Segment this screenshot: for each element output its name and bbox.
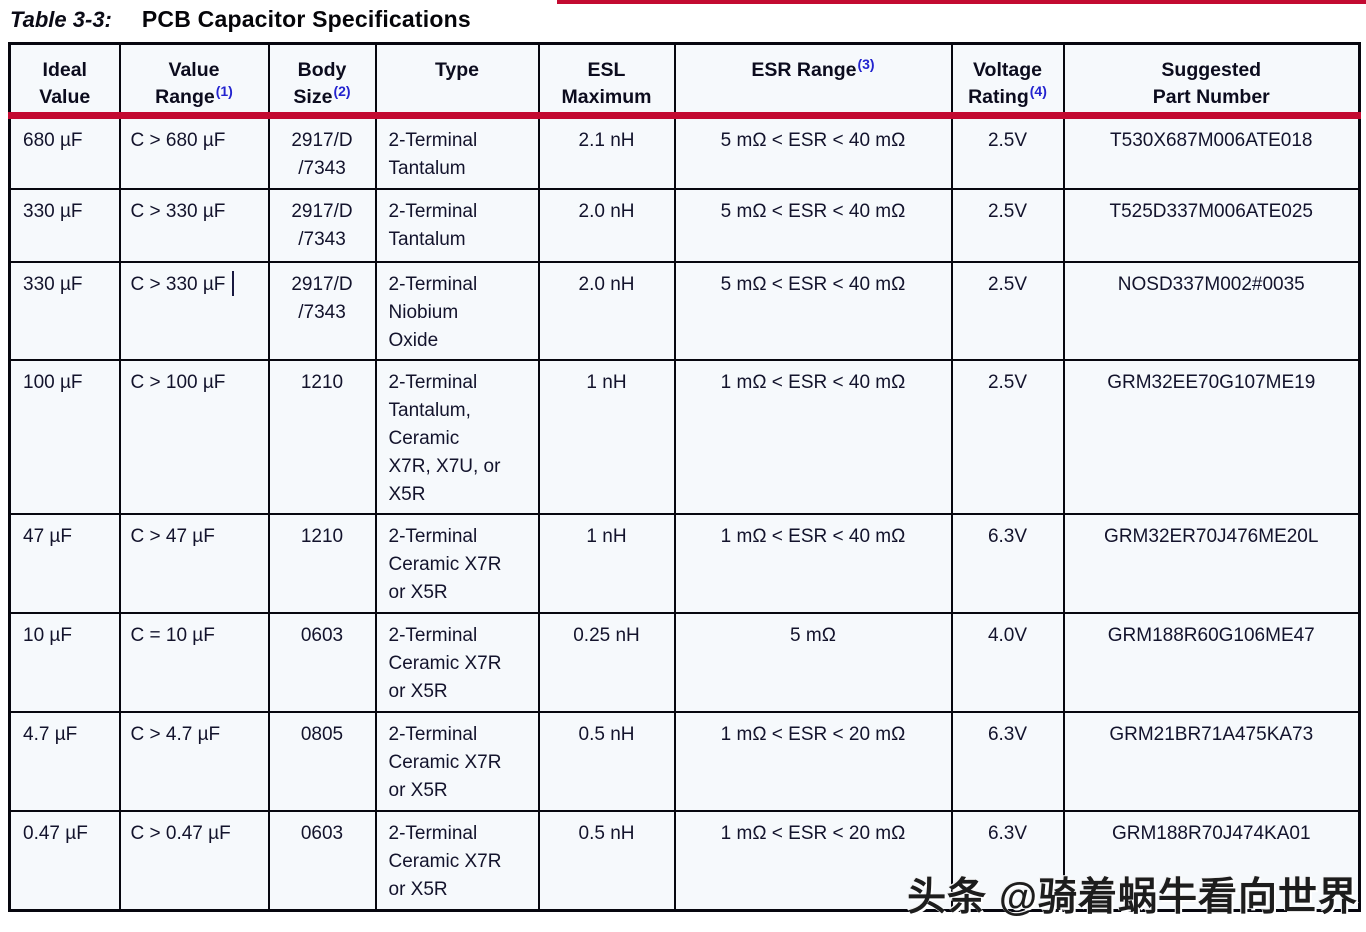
table-row: 0.47 µF C > 0.47 µF 0603 2-Terminal Ceramic… xyxy=(8,809,1361,912)
cell-voltage-rating: 2.5V xyxy=(950,260,1065,361)
cell-suggested-part-number: GRM21BR71A475KA73 xyxy=(1062,710,1361,812)
cell-esl-maximum: 0.5 nH xyxy=(537,809,676,912)
cell-type: 2-Terminal Tantalum xyxy=(374,114,540,190)
cell-body-size: 2917/D /7343 xyxy=(267,260,377,361)
cell-suggested-part-number: NOSD337M002#0035 xyxy=(1062,260,1361,361)
cell-body-size: 0805 xyxy=(267,710,377,812)
cell-esr-range: 1 mΩ < ESR < 20 mΩ xyxy=(673,710,953,812)
footnote-ref-icon: (3) xyxy=(857,55,875,72)
cell-suggested-part-number: T530X687M006ATE018 xyxy=(1062,114,1361,190)
table-row: 330 µF C > 330 µF 2917/D /7343 2-Terminal T… xyxy=(8,187,1361,263)
table-header-row: Ideal Value Value Range(1) Body Size(2) Type ES… xyxy=(8,42,1361,119)
cell-esl-maximum: 2.1 nH xyxy=(537,114,676,190)
column-header-esr-range: ESR Range(3) xyxy=(673,42,953,119)
cell-esr-range: 1 mΩ < ESR < 40 mΩ xyxy=(673,358,953,515)
cell-value-range: C > 330 µF xyxy=(118,260,270,361)
cell-ideal-value: 100 µF xyxy=(8,358,121,515)
cell-esl-maximum: 0.5 nH xyxy=(537,710,676,812)
cell-esr-range: 5 mΩ < ESR < 40 mΩ xyxy=(673,260,953,361)
column-header-ideal-value: Ideal Value xyxy=(8,42,121,119)
cell-suggested-part-number: GRM188R60G106ME47 xyxy=(1062,611,1361,713)
column-header-suggested-part-number: Suggested Part Number xyxy=(1062,42,1361,119)
cell-esr-range: 5 mΩ xyxy=(673,611,953,713)
text-caret xyxy=(231,270,234,296)
cell-body-size: 2917/D /7343 xyxy=(267,187,377,263)
cell-value-range: C > 100 µF xyxy=(118,358,270,515)
table-caption: Table 3-3: PCB Capacitor Specifications xyxy=(10,6,471,33)
cell-voltage-rating: 2.5V xyxy=(950,114,1065,190)
table-row: 47 µF C > 47 µF 1210 2-Terminal Ceramic X7R… xyxy=(8,512,1361,614)
column-header-value-range: Value Range(1) xyxy=(118,42,270,119)
cell-body-size: 0603 xyxy=(267,809,377,912)
cell-esr-range: 1 mΩ < ESR < 20 mΩ xyxy=(673,809,953,912)
cell-ideal-value: 330 µF xyxy=(8,260,121,361)
table-body: 680 µF C > 680 µF 2917/D /7343 2-Terminal T… xyxy=(8,114,1361,912)
cell-value-range: C > 4.7 µF xyxy=(118,710,270,812)
cell-esl-maximum: 1 nH xyxy=(537,512,676,614)
cell-esl-maximum: 1 nH xyxy=(537,358,676,515)
watermark: 头条 @骑着蜗牛看向世界 xyxy=(907,876,1358,919)
column-header-body-size: Body Size(2) xyxy=(267,42,377,119)
cell-type: 2-Terminal Ceramic X7R or X5R xyxy=(374,809,540,912)
capacitor-spec-table: Ideal Value Value Range(1) Body Size(2) Type ES… xyxy=(8,42,1361,912)
cell-voltage-rating: 6.3V xyxy=(950,512,1065,614)
table-row: 100 µF C > 100 µF 1210 2-Terminal Tantalum,… xyxy=(8,358,1361,515)
cell-voltage-rating: 4.0V xyxy=(950,611,1065,713)
cell-ideal-value: 4.7 µF xyxy=(8,710,121,812)
cell-value-range: C = 10 µF xyxy=(118,611,270,713)
cell-body-size: 1210 xyxy=(267,512,377,614)
cell-esr-range: 5 mΩ < ESR < 40 mΩ xyxy=(673,187,953,263)
cell-body-size: 1210 xyxy=(267,358,377,515)
table-row: 330 µF C > 330 µF 2917/D /7343 2-Terminal N… xyxy=(8,260,1361,361)
top-red-strip xyxy=(557,0,1366,4)
table-caption-number: Table 3-3: xyxy=(10,7,112,32)
cell-value-range: C > 47 µF xyxy=(118,512,270,614)
table-row: 4.7 µF C > 4.7 µF 0805 2-Terminal Ceramic X… xyxy=(8,710,1361,812)
cell-ideal-value: 330 µF xyxy=(8,187,121,263)
cell-ideal-value: 680 µF xyxy=(8,114,121,190)
footnote-ref-icon: (4) xyxy=(1029,82,1047,99)
cell-voltage-rating: 2.5V xyxy=(950,187,1065,263)
cell-type: 2-Terminal Ceramic X7R or X5R xyxy=(374,710,540,812)
cell-suggested-part-number: GRM32ER70J476ME20L xyxy=(1062,512,1361,614)
table-caption-title: PCB Capacitor Specifications xyxy=(141,6,471,32)
cell-type: 2-Terminal Ceramic X7R or X5R xyxy=(374,512,540,614)
cell-esl-maximum: 0.25 nH xyxy=(537,611,676,713)
footnote-ref-icon: (2) xyxy=(333,82,351,99)
cell-voltage-rating: 6.3V xyxy=(950,710,1065,812)
cell-value-range: C > 680 µF xyxy=(118,114,270,190)
table-header: Ideal Value Value Range(1) Body Size(2) Type ES… xyxy=(8,42,1361,119)
cell-ideal-value: 0.47 µF xyxy=(8,809,121,912)
table-row: 680 µF C > 680 µF 2917/D /7343 2-Terminal T… xyxy=(8,114,1361,190)
cell-value-range: C > 0.47 µF xyxy=(118,809,270,912)
cell-esl-maximum: 2.0 nH xyxy=(537,260,676,361)
column-header-esl-maximum: ESL Maximum xyxy=(537,42,676,119)
cell-body-size: 0603 xyxy=(267,611,377,713)
column-header-type: Type xyxy=(374,42,540,119)
column-header-voltage-rating: Voltage Rating(4) xyxy=(950,42,1065,119)
cell-type: 2-Terminal Ceramic X7R or X5R xyxy=(374,611,540,713)
cell-voltage-rating: 2.5V xyxy=(950,358,1065,515)
cell-esl-maximum: 2.0 nH xyxy=(537,187,676,263)
cell-suggested-part-number: T525D337M006ATE025 xyxy=(1062,187,1361,263)
cell-value-range: C > 330 µF xyxy=(118,187,270,263)
footnote-ref-icon: (1) xyxy=(215,82,233,99)
cell-suggested-part-number: GRM188R70J474KA01 xyxy=(1062,809,1361,912)
cell-body-size: 2917/D /7343 xyxy=(267,114,377,190)
cell-type: 2-Terminal Niobium Oxide xyxy=(374,260,540,361)
cell-voltage-rating: 6.3V xyxy=(950,809,1065,912)
cell-type: 2-Terminal Tantalum, Ceramic X7R, X7U, o… xyxy=(374,358,540,515)
cell-type: 2-Terminal Tantalum xyxy=(374,187,540,263)
cell-esr-range: 1 mΩ < ESR < 40 mΩ xyxy=(673,512,953,614)
cell-esr-range: 5 mΩ < ESR < 40 mΩ xyxy=(673,114,953,190)
cell-ideal-value: 10 µF xyxy=(8,611,121,713)
table-row: 10 µF C = 10 µF 0603 2-Terminal Ceramic X7R… xyxy=(8,611,1361,713)
cell-ideal-value: 47 µF xyxy=(8,512,121,614)
cell-suggested-part-number: GRM32EE70G107ME19 xyxy=(1062,358,1361,515)
